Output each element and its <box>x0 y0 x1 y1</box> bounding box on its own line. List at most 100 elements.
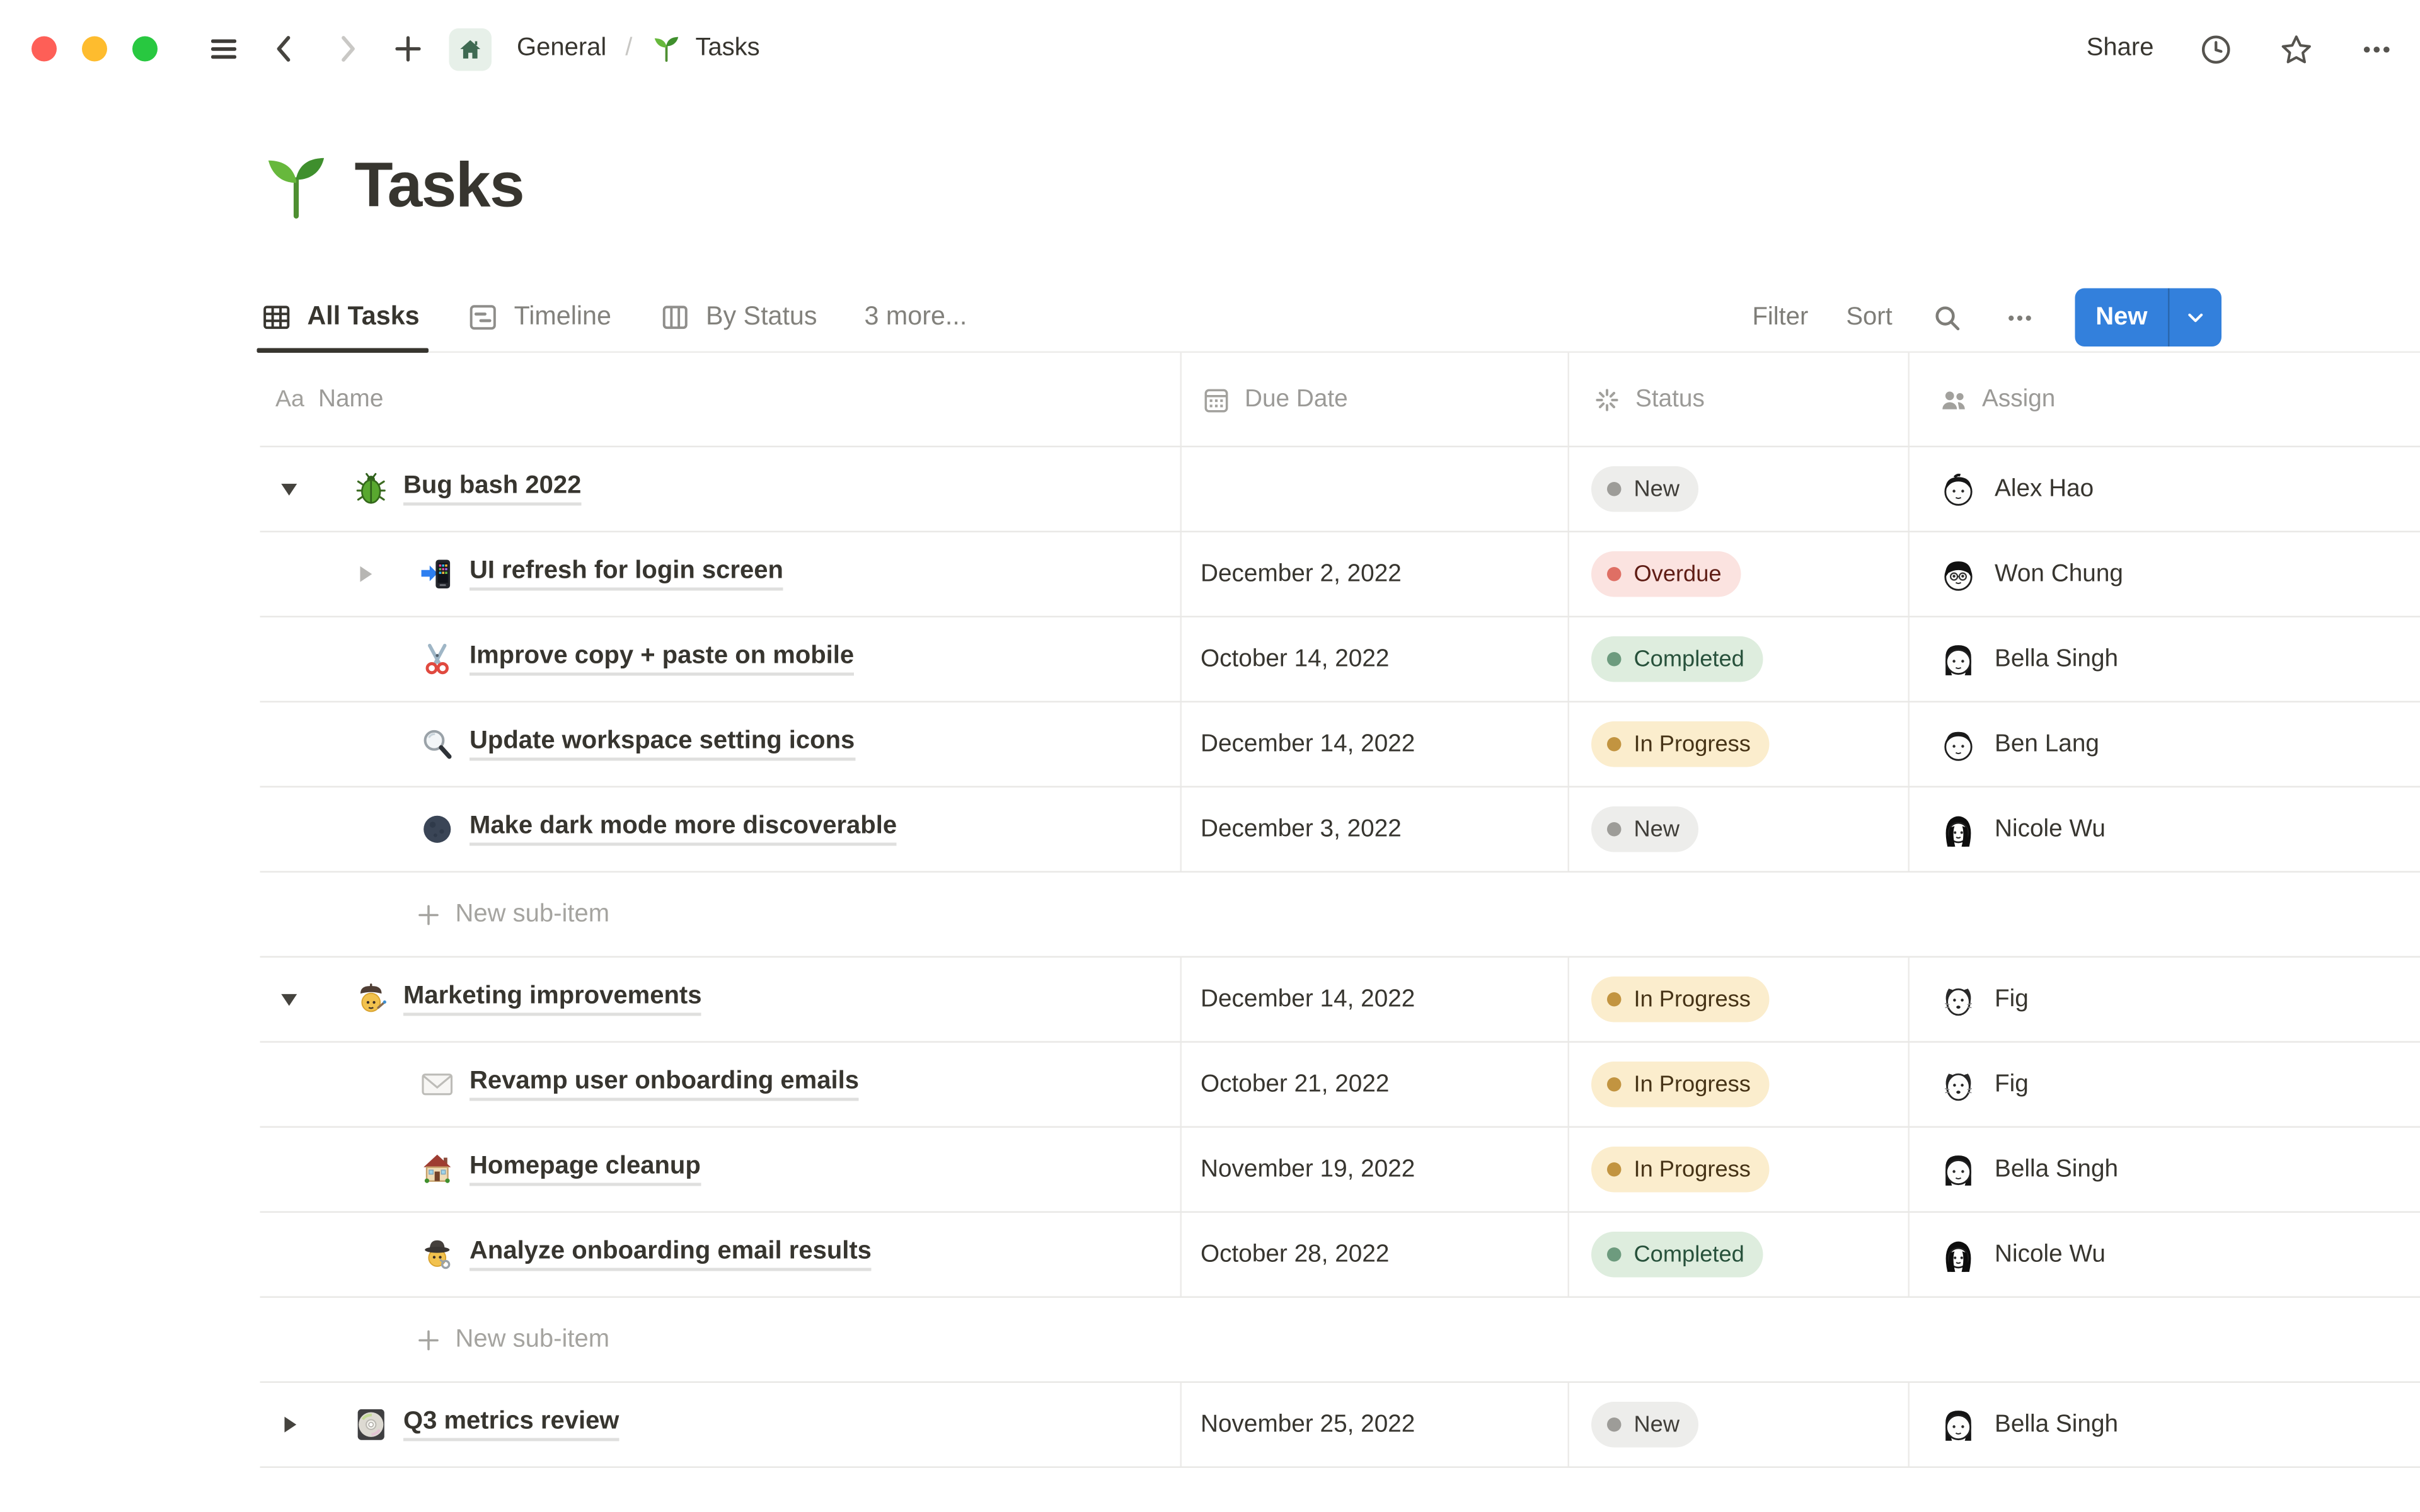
tab-by-status[interactable]: By Status <box>659 284 817 352</box>
breadcrumb-section[interactable]: General <box>517 35 607 62</box>
task-title-link[interactable]: Make dark mode more discoverable <box>470 813 897 846</box>
due-date-cell[interactable]: December 14, 2022 <box>1182 702 1569 786</box>
table-row[interactable]: Q3 metrics review November 25, 2022 New … <box>260 1383 2420 1468</box>
status-badge[interactable]: New <box>1591 466 1699 512</box>
search-icon[interactable] <box>1930 300 1965 335</box>
table-row[interactable]: Bug bash 2022 New Alex Hao <box>260 447 2420 532</box>
close-window-button[interactable] <box>32 36 57 62</box>
share-button[interactable]: Share <box>2086 35 2154 62</box>
status-badge[interactable]: New <box>1591 1402 1699 1448</box>
new-button-chevron-down-icon[interactable] <box>2170 289 2222 347</box>
due-date-cell[interactable]: October 21, 2022 <box>1182 1043 1569 1126</box>
table-row[interactable]: Revamp user onboarding emails October 21… <box>260 1043 2420 1128</box>
column-header-name[interactable]: Aa Name <box>260 353 1182 446</box>
task-title-link[interactable]: Marketing improvements <box>403 983 702 1016</box>
status-badge[interactable]: New <box>1591 806 1699 852</box>
status-cell[interactable]: Completed <box>1569 617 1910 701</box>
table-row[interactable]: Make dark mode more discoverable Decembe… <box>260 788 2420 873</box>
tab-3-more[interactable]: 3 more... <box>865 284 967 352</box>
table-row[interactable]: UI refresh for login screen December 2, … <box>260 532 2420 617</box>
nav-back-icon[interactable] <box>267 30 304 68</box>
favorite-star-icon[interactable] <box>2277 30 2315 68</box>
filter-button[interactable]: Filter <box>1752 303 1809 330</box>
table-row[interactable]: Marketing improvements December 14, 2022… <box>260 958 2420 1043</box>
assignee-cell[interactable]: Bella Singh <box>1910 1128 2420 1211</box>
status-cell[interactable]: Completed <box>1569 1213 1910 1297</box>
task-title-link[interactable]: Bug bash 2022 <box>403 472 582 506</box>
status-badge[interactable]: In Progress <box>1591 1062 1770 1108</box>
view-options-icon[interactable] <box>2003 300 2037 335</box>
new-sub-item-row[interactable]: New sub-item <box>260 873 2420 958</box>
sort-button[interactable]: Sort <box>1846 303 1893 330</box>
row-expand-toggle-down-icon[interactable] <box>273 983 304 1015</box>
assignee-cell[interactable]: Bella Singh <box>1910 1383 2420 1467</box>
page-title-text[interactable]: Tasks <box>354 150 525 220</box>
zoom-window-button[interactable] <box>132 36 158 62</box>
row-expand-toggle-right-icon[interactable] <box>273 1409 304 1440</box>
task-title-link[interactable]: Improve copy + paste on mobile <box>470 643 855 676</box>
status-badge[interactable]: Overdue <box>1591 551 1741 597</box>
table-header-row: Aa Name Due Date Status Assign <box>260 353 2420 447</box>
tab-all-tasks[interactable]: All Tasks <box>256 284 430 353</box>
task-title-link[interactable]: UI refresh for login screen <box>470 558 783 591</box>
due-date-cell[interactable]: November 25, 2022 <box>1182 1383 1569 1467</box>
page-title-seedling-icon[interactable] <box>260 150 333 222</box>
due-date-cell[interactable]: November 19, 2022 <box>1182 1128 1569 1211</box>
status-cell[interactable]: New <box>1569 788 1910 871</box>
status-badge[interactable]: Completed <box>1591 1232 1763 1278</box>
home-icon[interactable] <box>449 27 492 71</box>
column-header-due-date[interactable]: Due Date <box>1182 353 1569 446</box>
table-row[interactable]: Homepage cleanup November 19, 2022 In Pr… <box>260 1128 2420 1213</box>
new-page-icon[interactable] <box>389 30 427 68</box>
breadcrumb-page[interactable]: Tasks <box>695 35 760 62</box>
status-cell[interactable]: Overdue <box>1569 532 1910 616</box>
assignee-cell[interactable]: Nicole Wu <box>1910 788 2420 871</box>
minimize-window-button[interactable] <box>82 36 107 62</box>
task-title-link[interactable]: Revamp user onboarding emails <box>470 1068 859 1101</box>
status-badge[interactable]: In Progress <box>1591 1147 1770 1193</box>
detective-emoji <box>418 1235 456 1273</box>
status-badge[interactable]: Completed <box>1591 636 1763 682</box>
status-badge[interactable]: In Progress <box>1591 976 1770 1022</box>
assignee-cell[interactable]: Alex Hao <box>1910 447 2420 531</box>
task-title-link[interactable]: Homepage cleanup <box>470 1153 701 1186</box>
nav-forward-icon[interactable] <box>328 30 366 68</box>
due-date-cell[interactable]: December 3, 2022 <box>1182 788 1569 871</box>
row-expand-toggle-right-icon[interactable] <box>349 558 380 590</box>
due-date-cell[interactable] <box>1182 447 1569 531</box>
assignee-cell[interactable]: Bella Singh <box>1910 617 2420 701</box>
due-date-cell[interactable]: October 28, 2022 <box>1182 1213 1569 1297</box>
table-row[interactable]: Analyze onboarding email results October… <box>260 1213 2420 1298</box>
assignee-cell[interactable]: Ben Lang <box>1910 702 2420 786</box>
table-row[interactable]: Update workspace setting icons December … <box>260 702 2420 788</box>
assignee-cell[interactable]: Fig <box>1910 1043 2420 1126</box>
column-header-status[interactable]: Status <box>1569 353 1910 446</box>
assignee-cell[interactable]: Fig <box>1910 958 2420 1041</box>
table-row[interactable]: Improve copy + paste on mobile October 1… <box>260 617 2420 702</box>
status-cell[interactable]: In Progress <box>1569 1043 1910 1126</box>
updates-clock-icon[interactable] <box>2196 30 2234 68</box>
due-date-cell[interactable]: December 2, 2022 <box>1182 532 1569 616</box>
breadcrumb-separator: / <box>625 35 633 62</box>
status-cell[interactable]: In Progress <box>1569 702 1910 786</box>
assignee-cell[interactable]: Nicole Wu <box>1910 1213 2420 1297</box>
assignee-cell[interactable]: Won Chung <box>1910 532 2420 616</box>
status-cell[interactable]: In Progress <box>1569 1128 1910 1211</box>
task-title-link[interactable]: Update workspace setting icons <box>470 728 855 761</box>
due-date-cell[interactable]: December 14, 2022 <box>1182 958 1569 1041</box>
due-date-cell[interactable]: October 14, 2022 <box>1182 617 1569 701</box>
column-header-assign[interactable]: Assign <box>1910 353 2420 446</box>
new-sub-item-row[interactable]: New sub-item <box>260 1298 2420 1383</box>
task-title-link[interactable]: Analyze onboarding email results <box>470 1238 872 1271</box>
sidebar-menu-icon[interactable] <box>205 30 243 68</box>
status-cell[interactable]: New <box>1569 1383 1910 1467</box>
task-title-link[interactable]: Q3 metrics review <box>403 1408 619 1441</box>
tab-timeline[interactable]: Timeline <box>467 284 611 352</box>
status-badge[interactable]: In Progress <box>1591 721 1770 767</box>
assignee-name: Fig <box>1995 985 2029 1012</box>
more-options-icon[interactable] <box>2357 30 2395 68</box>
status-cell[interactable]: In Progress <box>1569 958 1910 1041</box>
row-expand-toggle-down-icon[interactable] <box>273 473 304 505</box>
new-button-label[interactable]: New <box>2095 303 2148 330</box>
status-cell[interactable]: New <box>1569 447 1910 531</box>
